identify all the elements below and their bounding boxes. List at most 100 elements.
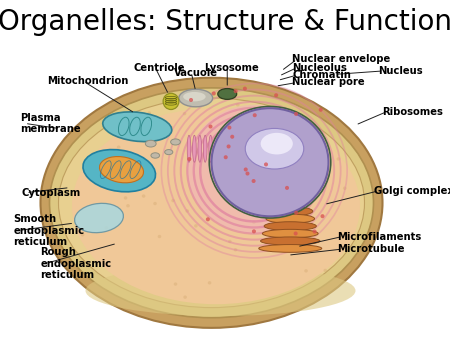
Ellipse shape bbox=[193, 135, 196, 162]
Ellipse shape bbox=[294, 112, 298, 116]
Ellipse shape bbox=[153, 202, 157, 205]
Ellipse shape bbox=[227, 125, 231, 129]
Text: Cytoplasm: Cytoplasm bbox=[22, 188, 81, 198]
Text: Nuclear envelope: Nuclear envelope bbox=[292, 54, 391, 64]
Ellipse shape bbox=[259, 245, 322, 252]
Ellipse shape bbox=[189, 98, 193, 102]
Ellipse shape bbox=[245, 128, 304, 169]
Ellipse shape bbox=[262, 230, 318, 238]
Ellipse shape bbox=[243, 87, 247, 91]
Ellipse shape bbox=[313, 230, 317, 234]
Ellipse shape bbox=[218, 89, 237, 99]
Ellipse shape bbox=[268, 207, 313, 216]
Ellipse shape bbox=[174, 282, 177, 286]
Ellipse shape bbox=[276, 197, 279, 201]
Ellipse shape bbox=[319, 108, 323, 112]
Ellipse shape bbox=[206, 217, 210, 221]
Ellipse shape bbox=[274, 93, 278, 97]
Text: Ribosomes: Ribosomes bbox=[382, 106, 443, 117]
Ellipse shape bbox=[83, 150, 156, 192]
Ellipse shape bbox=[258, 133, 262, 136]
Ellipse shape bbox=[190, 149, 194, 152]
Ellipse shape bbox=[337, 157, 340, 161]
Ellipse shape bbox=[226, 144, 230, 148]
Text: Mitochondrion: Mitochondrion bbox=[47, 76, 128, 86]
Ellipse shape bbox=[81, 233, 84, 237]
Ellipse shape bbox=[99, 156, 144, 183]
Ellipse shape bbox=[163, 93, 179, 110]
Ellipse shape bbox=[198, 135, 202, 162]
Ellipse shape bbox=[117, 145, 121, 149]
Ellipse shape bbox=[183, 112, 186, 115]
Ellipse shape bbox=[294, 232, 298, 236]
Ellipse shape bbox=[183, 295, 187, 299]
Text: Lysosome: Lysosome bbox=[204, 63, 259, 73]
Ellipse shape bbox=[86, 265, 356, 316]
Ellipse shape bbox=[234, 89, 238, 93]
Ellipse shape bbox=[266, 214, 315, 223]
Ellipse shape bbox=[187, 157, 191, 161]
Text: Vacuole: Vacuole bbox=[174, 68, 218, 78]
Ellipse shape bbox=[50, 88, 374, 318]
Ellipse shape bbox=[246, 190, 249, 193]
Ellipse shape bbox=[104, 226, 108, 230]
Ellipse shape bbox=[171, 199, 175, 202]
Ellipse shape bbox=[126, 204, 130, 208]
Ellipse shape bbox=[252, 179, 256, 183]
Ellipse shape bbox=[203, 135, 207, 162]
Ellipse shape bbox=[261, 237, 320, 245]
Text: Plasma
membrane: Plasma membrane bbox=[20, 113, 81, 134]
Ellipse shape bbox=[324, 269, 327, 272]
Ellipse shape bbox=[145, 140, 156, 147]
Text: Centriole: Centriole bbox=[134, 63, 185, 73]
Ellipse shape bbox=[185, 209, 189, 213]
Ellipse shape bbox=[304, 269, 308, 272]
Ellipse shape bbox=[264, 222, 316, 231]
Ellipse shape bbox=[320, 214, 324, 218]
Ellipse shape bbox=[40, 78, 382, 328]
Text: Golgi complex: Golgi complex bbox=[374, 186, 450, 196]
Ellipse shape bbox=[228, 240, 232, 243]
Ellipse shape bbox=[294, 211, 298, 215]
Ellipse shape bbox=[165, 149, 173, 155]
Ellipse shape bbox=[285, 186, 289, 190]
Ellipse shape bbox=[194, 224, 198, 227]
Text: Nucleolus: Nucleolus bbox=[292, 63, 347, 73]
Ellipse shape bbox=[196, 150, 199, 153]
Ellipse shape bbox=[158, 235, 161, 238]
Ellipse shape bbox=[209, 135, 212, 162]
Text: Rough
endoplasmic
reticulum: Rough endoplasmic reticulum bbox=[40, 247, 112, 280]
Ellipse shape bbox=[214, 154, 218, 158]
Text: Organelles: Structure & Function: Organelles: Structure & Function bbox=[0, 8, 450, 37]
Ellipse shape bbox=[124, 196, 127, 200]
Ellipse shape bbox=[212, 91, 216, 95]
Ellipse shape bbox=[236, 103, 239, 106]
Ellipse shape bbox=[306, 200, 310, 203]
Ellipse shape bbox=[244, 167, 248, 171]
Ellipse shape bbox=[230, 135, 234, 139]
Text: Nuclear pore: Nuclear pore bbox=[292, 77, 365, 88]
Ellipse shape bbox=[234, 248, 237, 251]
Ellipse shape bbox=[103, 112, 172, 142]
Ellipse shape bbox=[58, 98, 364, 308]
Ellipse shape bbox=[131, 185, 135, 188]
Ellipse shape bbox=[261, 133, 293, 154]
Ellipse shape bbox=[151, 153, 160, 158]
Ellipse shape bbox=[187, 105, 322, 233]
Ellipse shape bbox=[92, 152, 95, 155]
Ellipse shape bbox=[75, 203, 123, 233]
Text: Chromatin: Chromatin bbox=[292, 70, 351, 80]
Ellipse shape bbox=[142, 194, 145, 198]
Ellipse shape bbox=[214, 144, 218, 147]
Ellipse shape bbox=[252, 221, 256, 224]
Ellipse shape bbox=[212, 108, 328, 216]
Ellipse shape bbox=[208, 124, 212, 128]
Ellipse shape bbox=[255, 201, 259, 204]
Ellipse shape bbox=[72, 108, 360, 304]
Text: Microfilaments: Microfilaments bbox=[338, 232, 422, 242]
Ellipse shape bbox=[183, 92, 206, 101]
Ellipse shape bbox=[171, 139, 180, 145]
Ellipse shape bbox=[224, 155, 228, 159]
Ellipse shape bbox=[284, 232, 287, 236]
Ellipse shape bbox=[343, 187, 346, 190]
